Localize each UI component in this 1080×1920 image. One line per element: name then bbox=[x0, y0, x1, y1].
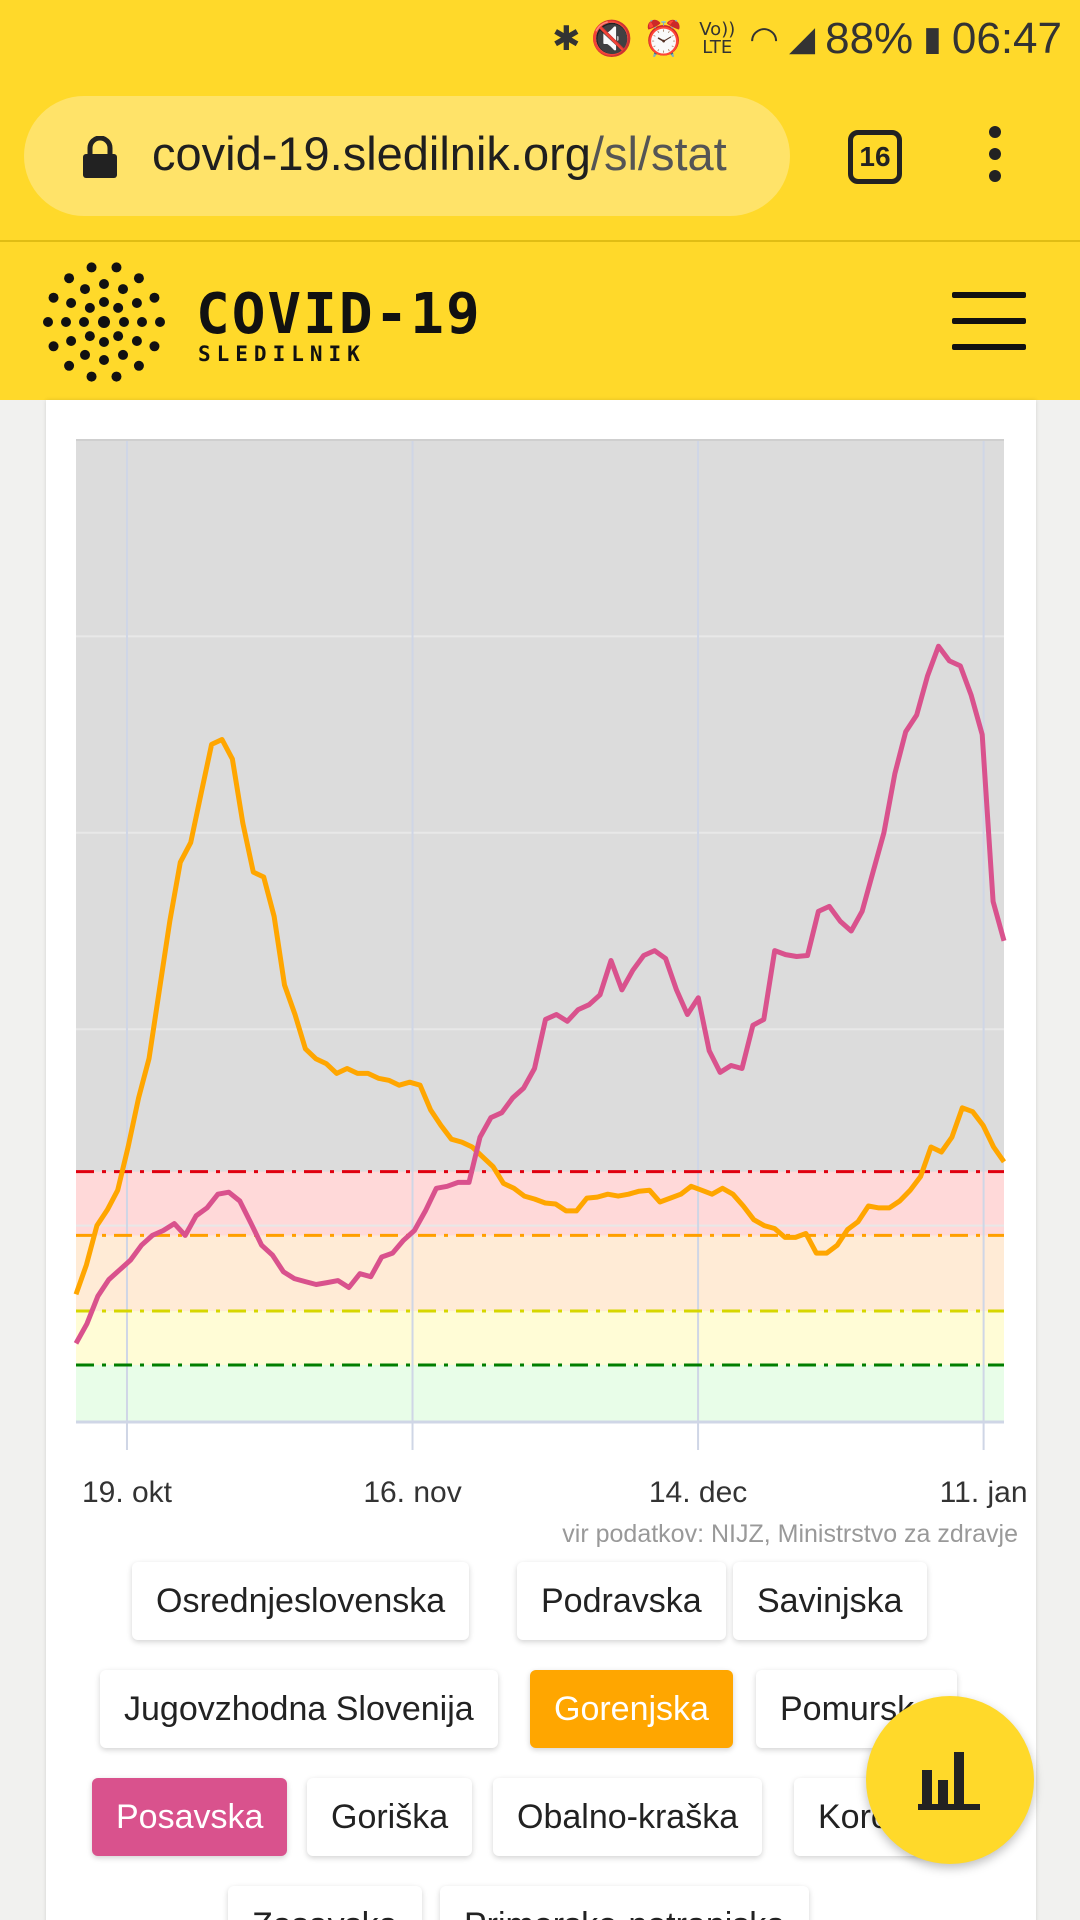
alarm-icon: ⏰ bbox=[642, 19, 686, 59]
status-icons: ✱ 🔇 ⏰ Vo)) LTE ◠ ◢ 88% ▮ 06:47 bbox=[552, 12, 1062, 66]
line-chart: 19. okt 16. nov 14. dec 11. jan bbox=[73, 439, 1028, 1509]
series-line-0[interactable] bbox=[73, 737, 1007, 1296]
battery-percentage: 88% bbox=[825, 14, 914, 63]
bluetooth-icon: ✱ bbox=[552, 19, 581, 59]
logo-dots-icon[interactable] bbox=[42, 260, 166, 384]
region-pill-label: Savinjska bbox=[757, 1582, 903, 1620]
chart-card: 19. okt 16. nov 14. dec 11. jan vir podatko… bbox=[46, 400, 1036, 1920]
x-tick-label: 16. nov bbox=[363, 1476, 461, 1509]
threshold-band-2 bbox=[76, 1311, 1004, 1366]
url-text[interactable]: covid-19.sledilnik.org/sl/stat bbox=[152, 126, 782, 181]
region-pill-label: Obalno-kraška bbox=[517, 1798, 739, 1836]
volte-icon: Vo)) LTE bbox=[699, 19, 736, 58]
region-pill[interactable]: Podravska bbox=[517, 1562, 726, 1640]
region-pill-label: Goriška bbox=[331, 1798, 449, 1836]
bar-chart-icon bbox=[918, 1752, 980, 1810]
tab-switcher-button[interactable]: 16 bbox=[848, 130, 902, 184]
url-host: covid-19.sledilnik.org bbox=[152, 127, 591, 180]
battery-icon: ▮ bbox=[923, 19, 942, 59]
site-title[interactable]: COVID-19 bbox=[196, 282, 482, 347]
url-path: /sl/stat bbox=[590, 127, 727, 180]
more-options-icon[interactable] bbox=[980, 126, 1010, 186]
region-pill-label: Osrednjeslovenska bbox=[156, 1582, 446, 1620]
region-pill[interactable]: Posavska bbox=[92, 1778, 288, 1856]
region-pill[interactable]: Jugovzhodna Slovenija bbox=[100, 1670, 498, 1748]
region-pill[interactable]: Zasavska bbox=[228, 1886, 422, 1920]
status-bar: ✱ 🔇 ⏰ Vo)) LTE ◠ ◢ 88% ▮ 06:47 bbox=[0, 0, 1080, 78]
chart-menu-fab[interactable] bbox=[866, 1696, 1034, 1864]
lock-icon bbox=[83, 136, 117, 178]
site-header: COVID-19 SLEDILNIK bbox=[0, 240, 1080, 400]
clock: 06:47 bbox=[951, 14, 1062, 63]
region-pill-label: Jugovzhodna Slovenija bbox=[124, 1690, 474, 1728]
threshold-band-1 bbox=[76, 1235, 1004, 1312]
region-pill[interactable]: Primorsko-notranjska bbox=[440, 1886, 810, 1920]
threshold-band-3 bbox=[76, 1365, 1004, 1422]
x-tick-label: 19. okt bbox=[82, 1476, 173, 1509]
region-pill-label: Posavska bbox=[116, 1798, 264, 1836]
data-source-note: vir podatkov: NIJZ, Ministrstvo za zdrav… bbox=[562, 1520, 1018, 1548]
region-pill[interactable]: Osrednjeslovenska bbox=[132, 1562, 470, 1640]
region-pill-label: Zasavska bbox=[252, 1906, 398, 1920]
address-bar[interactable]: covid-19.sledilnik.org/sl/stat bbox=[24, 96, 790, 216]
browser-toolbar: covid-19.sledilnik.org/sl/stat 16 bbox=[0, 78, 1080, 240]
region-pill[interactable]: Obalno-kraška bbox=[493, 1778, 763, 1856]
region-pill[interactable]: Savinjska bbox=[733, 1562, 927, 1640]
region-pill[interactable]: Gorenjska bbox=[530, 1670, 733, 1748]
series-line-1[interactable] bbox=[73, 643, 1007, 1345]
signal-icon: ◢ bbox=[788, 19, 816, 59]
wifi-icon: ◠ bbox=[749, 19, 779, 59]
region-pill-label: Primorsko-notranjska bbox=[464, 1906, 785, 1920]
site-subtitle: SLEDILNIK bbox=[198, 342, 366, 366]
hamburger-menu-icon[interactable] bbox=[952, 292, 1026, 352]
region-pill[interactable]: Goriška bbox=[307, 1778, 473, 1856]
x-tick-label: 14. dec bbox=[649, 1476, 747, 1509]
x-tick-label: 11. jan bbox=[940, 1476, 1028, 1509]
region-pill-label: Podravska bbox=[541, 1582, 702, 1620]
region-pill-label: Gorenjska bbox=[554, 1690, 709, 1728]
mute-icon: 🔇 bbox=[590, 19, 633, 59]
